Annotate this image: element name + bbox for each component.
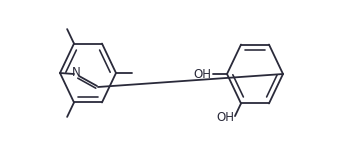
Text: N: N	[72, 66, 80, 80]
Text: OH: OH	[193, 67, 211, 80]
Text: OH: OH	[216, 111, 234, 124]
